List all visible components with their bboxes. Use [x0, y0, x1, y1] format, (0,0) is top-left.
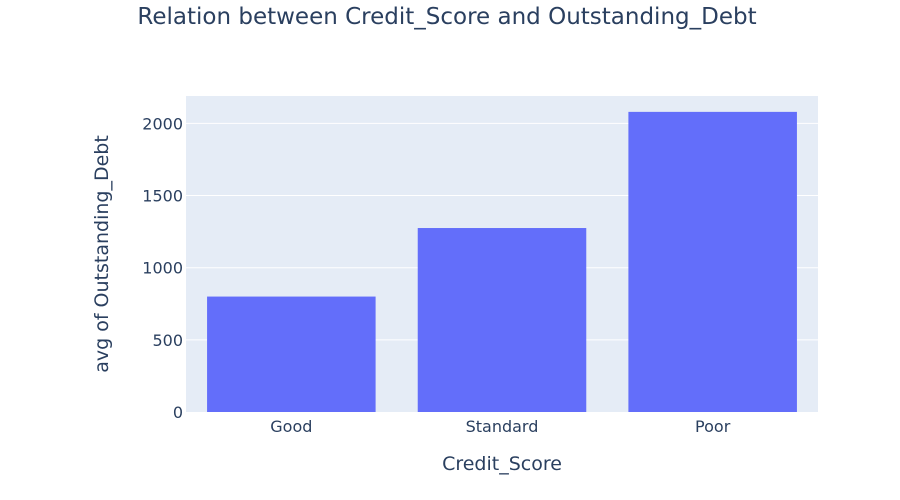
- bar-good[interactable]: [207, 296, 376, 412]
- chart-title: Relation between Credit_Score and Outsta…: [137, 4, 756, 30]
- y-tick-label: 1000: [142, 259, 183, 278]
- bar-poor[interactable]: [628, 111, 797, 413]
- x-tick-label: Standard: [466, 417, 539, 436]
- y-axis-title: avg of Outstanding_Debt: [91, 135, 113, 373]
- bars: [207, 111, 797, 413]
- x-tick-label: Poor: [695, 417, 731, 436]
- x-tick-label: Good: [270, 417, 312, 436]
- x-tick-labels: Good Standard Poor: [270, 417, 730, 436]
- y-tick-label: 500: [152, 331, 183, 350]
- y-tick-label: 2000: [142, 114, 183, 133]
- x-axis-title: Credit_Score: [442, 453, 562, 475]
- bar-standard[interactable]: [417, 228, 587, 412]
- y-tick-label: 0: [173, 403, 183, 422]
- y-tick-labels: 0 500 1000 1500 2000: [142, 114, 183, 422]
- y-tick-label: 1500: [142, 187, 183, 206]
